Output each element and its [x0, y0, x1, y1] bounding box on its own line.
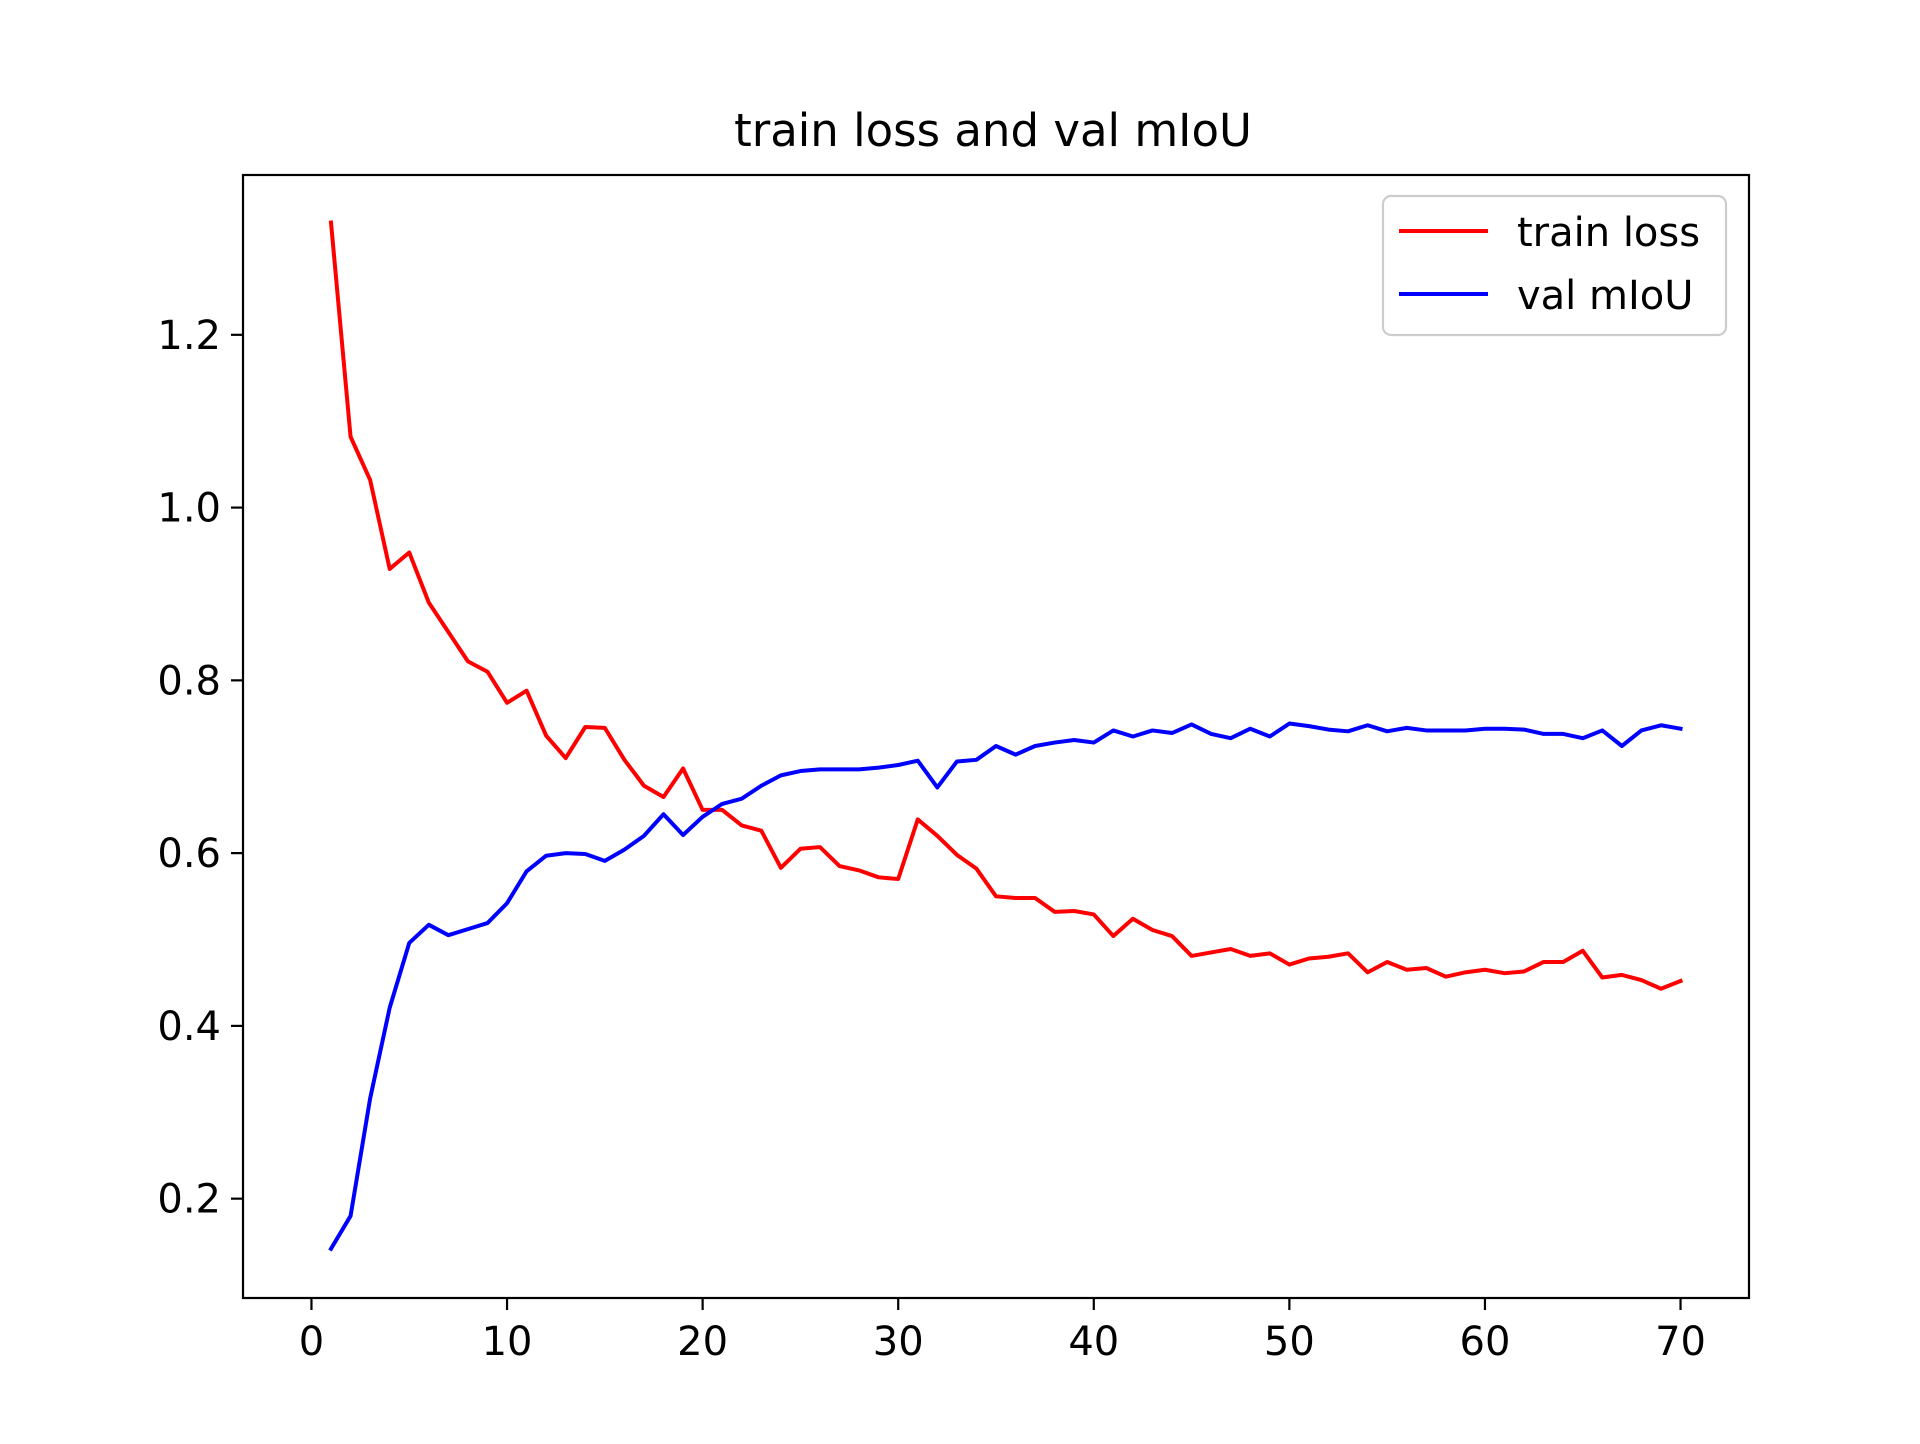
x-tick-label: 30 — [873, 1319, 924, 1365]
y-tick-label: 0.4 — [157, 1004, 221, 1050]
y-axis: 0.2 0.4 0.6 0.8 1.0 1.2 — [157, 313, 243, 1223]
x-tick-label: 70 — [1655, 1319, 1706, 1365]
y-tick-label: 0.8 — [157, 658, 221, 704]
series-line-val-miou — [328, 721, 1683, 1252]
plot-area-frame — [241, 173, 1751, 1300]
x-tick-label: 40 — [1068, 1319, 1119, 1365]
legend-label-train-loss: train loss — [1517, 210, 1700, 256]
y-tick-label: 0.2 — [157, 1177, 221, 1223]
series-line-train-loss — [328, 220, 1684, 991]
legend-label-val-miou: val mIoU — [1517, 273, 1694, 319]
x-tick-label: 0 — [299, 1319, 324, 1365]
y-tick-label: 1.2 — [157, 313, 221, 359]
x-tick-label: 50 — [1264, 1319, 1315, 1365]
x-axis: 0 10 20 30 40 50 60 70 — [299, 1298, 1706, 1365]
series-layer — [328, 220, 1684, 1252]
x-tick-label: 10 — [482, 1319, 533, 1365]
x-tick-label: 60 — [1460, 1319, 1511, 1365]
chart-title: train loss and val mIoU — [734, 104, 1252, 157]
y-tick-label: 1.0 — [157, 486, 221, 532]
x-tick-label: 20 — [677, 1319, 728, 1365]
y-tick-label: 0.6 — [157, 831, 221, 877]
legend[interactable]: train loss val mIoU — [1381, 194, 1728, 337]
